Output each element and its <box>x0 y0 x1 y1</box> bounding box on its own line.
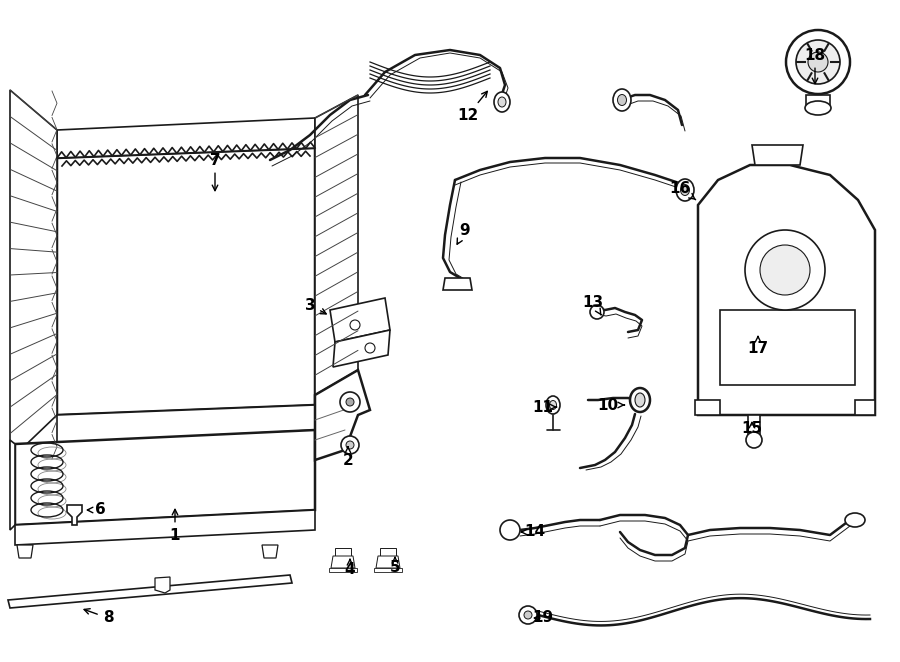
Text: 11: 11 <box>533 399 556 414</box>
Text: 1: 1 <box>170 509 180 542</box>
Circle shape <box>346 441 354 449</box>
Polygon shape <box>335 548 351 556</box>
Polygon shape <box>752 145 803 165</box>
Polygon shape <box>380 548 396 556</box>
Ellipse shape <box>680 185 689 195</box>
Ellipse shape <box>635 393 645 407</box>
Polygon shape <box>17 545 33 558</box>
Polygon shape <box>329 568 357 572</box>
Polygon shape <box>315 95 358 395</box>
Polygon shape <box>855 400 875 415</box>
Text: 19: 19 <box>533 610 554 626</box>
Ellipse shape <box>494 92 510 112</box>
Text: 2: 2 <box>343 447 354 467</box>
Text: 12: 12 <box>457 91 487 122</box>
Polygon shape <box>331 556 355 568</box>
Circle shape <box>746 432 762 448</box>
Ellipse shape <box>676 179 694 201</box>
Polygon shape <box>695 400 720 415</box>
Text: 14: 14 <box>521 524 545 540</box>
Text: 7: 7 <box>210 152 220 191</box>
Circle shape <box>346 398 354 406</box>
Text: 13: 13 <box>582 295 604 315</box>
Circle shape <box>808 52 828 72</box>
Circle shape <box>365 343 375 353</box>
Polygon shape <box>15 430 315 525</box>
Circle shape <box>590 305 604 319</box>
Polygon shape <box>374 568 402 572</box>
Polygon shape <box>376 556 400 568</box>
Circle shape <box>745 230 825 310</box>
Text: 18: 18 <box>805 48 825 83</box>
Text: 6: 6 <box>87 502 105 518</box>
Circle shape <box>760 245 810 295</box>
Ellipse shape <box>805 101 831 115</box>
Ellipse shape <box>550 401 556 410</box>
Circle shape <box>524 611 532 619</box>
Circle shape <box>340 392 360 412</box>
Polygon shape <box>806 95 830 110</box>
Polygon shape <box>315 370 370 460</box>
Text: 15: 15 <box>742 420 762 436</box>
Text: 4: 4 <box>345 559 356 577</box>
Ellipse shape <box>617 95 626 105</box>
Polygon shape <box>67 505 82 525</box>
Polygon shape <box>443 278 472 290</box>
Text: 3: 3 <box>305 297 326 314</box>
Polygon shape <box>57 118 315 158</box>
Polygon shape <box>335 385 365 415</box>
Text: 10: 10 <box>598 397 625 412</box>
Circle shape <box>519 606 537 624</box>
Circle shape <box>500 520 520 540</box>
Polygon shape <box>262 545 278 558</box>
Polygon shape <box>720 310 855 385</box>
Polygon shape <box>330 298 390 342</box>
Polygon shape <box>698 165 875 415</box>
Circle shape <box>786 30 850 94</box>
Text: 16: 16 <box>670 181 696 200</box>
Ellipse shape <box>546 396 560 414</box>
Polygon shape <box>57 148 315 415</box>
Polygon shape <box>155 577 170 593</box>
Polygon shape <box>57 405 315 443</box>
Circle shape <box>341 436 359 454</box>
Polygon shape <box>333 330 390 367</box>
Polygon shape <box>10 440 15 530</box>
Polygon shape <box>10 90 57 460</box>
Ellipse shape <box>613 89 631 111</box>
Circle shape <box>796 40 840 84</box>
Polygon shape <box>748 415 760 435</box>
Text: 5: 5 <box>390 557 400 575</box>
Text: 9: 9 <box>457 222 471 244</box>
Text: 17: 17 <box>747 336 769 355</box>
Polygon shape <box>8 575 292 608</box>
Ellipse shape <box>630 388 650 412</box>
Text: 8: 8 <box>84 608 113 626</box>
Ellipse shape <box>498 97 506 107</box>
Polygon shape <box>15 510 315 545</box>
Ellipse shape <box>845 513 865 527</box>
Circle shape <box>350 320 360 330</box>
